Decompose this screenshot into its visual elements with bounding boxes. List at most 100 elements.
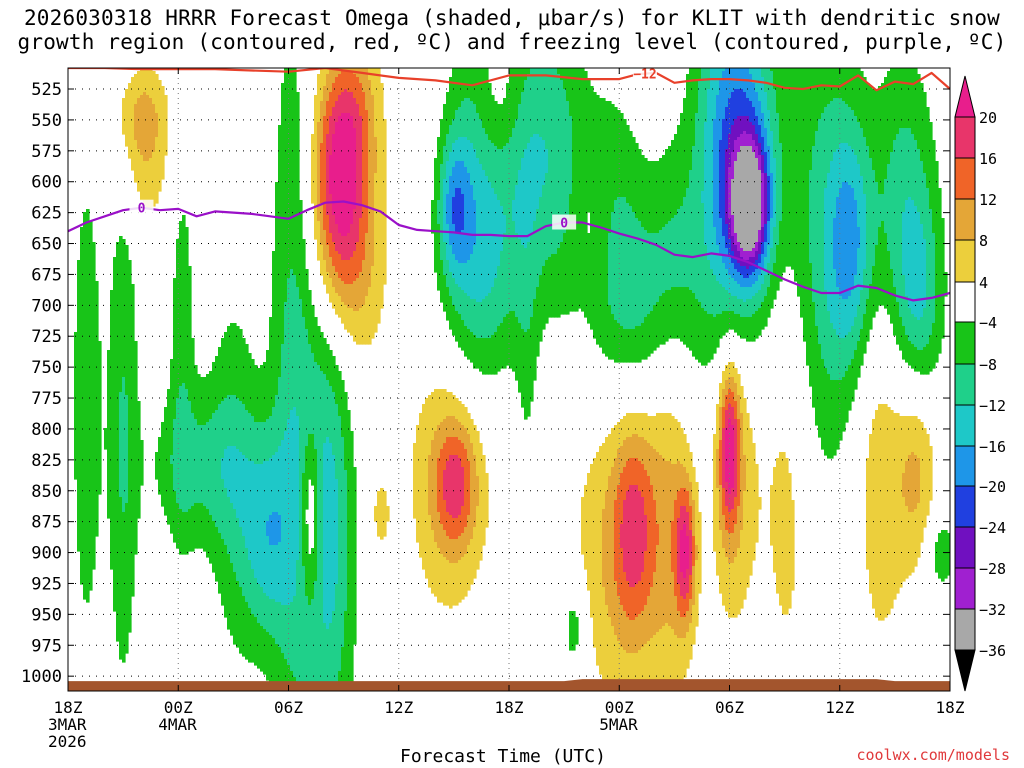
omega-cell bbox=[134, 74, 138, 105]
omega-cell bbox=[788, 68, 792, 267]
omega-cell bbox=[761, 284, 765, 303]
omega-cell bbox=[281, 605, 285, 654]
omega-cell bbox=[320, 101, 324, 144]
omega-cell bbox=[734, 281, 738, 297]
omega-cell bbox=[737, 419, 741, 507]
omega-cell bbox=[119, 236, 123, 393]
omega-cell bbox=[563, 89, 567, 234]
omega-cell bbox=[473, 104, 477, 150]
omega-cell bbox=[161, 422, 165, 507]
omega-cell bbox=[542, 185, 546, 267]
omega-cell bbox=[536, 287, 540, 357]
omega-cell bbox=[536, 209, 540, 288]
omega-cell bbox=[515, 233, 519, 318]
omega-cell bbox=[779, 68, 783, 144]
omega-cell bbox=[245, 458, 249, 549]
omega-cell bbox=[299, 200, 303, 300]
omega-cell bbox=[278, 602, 282, 648]
omega-cell bbox=[512, 221, 516, 312]
omega-cell bbox=[881, 194, 885, 222]
omega-cell bbox=[620, 647, 624, 691]
omega-cell bbox=[548, 257, 552, 318]
omega-cell bbox=[290, 68, 294, 270]
omega-cell bbox=[752, 272, 756, 285]
omega-cell bbox=[752, 263, 756, 273]
omega-cell bbox=[671, 464, 675, 522]
omega-cell bbox=[443, 275, 447, 312]
omega-cell bbox=[446, 437, 450, 462]
omega-cell bbox=[761, 302, 765, 330]
omega-cell bbox=[314, 581, 318, 691]
omega-cell bbox=[923, 173, 927, 240]
colorbar-swatch bbox=[954, 363, 976, 406]
omega-cell bbox=[329, 233, 333, 258]
omega-cell bbox=[458, 161, 462, 189]
omega-cell bbox=[239, 452, 243, 528]
omega-cell bbox=[890, 410, 894, 609]
omega-cell bbox=[626, 437, 630, 462]
omega-cell bbox=[332, 107, 336, 135]
omega-cell bbox=[503, 317, 507, 369]
omega-cell bbox=[248, 461, 252, 561]
omega-cell bbox=[527, 74, 531, 144]
omega-cell bbox=[191, 413, 195, 507]
omega-cell bbox=[908, 128, 912, 198]
omega-cell bbox=[644, 230, 648, 318]
omega-cell bbox=[149, 98, 153, 159]
omega-cell bbox=[470, 332, 474, 363]
omega-cell bbox=[725, 428, 729, 483]
omega-cell bbox=[686, 593, 690, 612]
omega-cell bbox=[647, 161, 651, 234]
omega-cell bbox=[266, 632, 270, 681]
omega-cell bbox=[335, 584, 339, 690]
omega-cell bbox=[323, 116, 327, 231]
omega-cell bbox=[911, 200, 915, 315]
omega-cell bbox=[572, 68, 576, 312]
x-tick-label: 18Z bbox=[495, 698, 524, 717]
credit-link[interactable]: coolwx.com/models bbox=[856, 746, 1010, 764]
omega-cell bbox=[629, 620, 633, 654]
omega-cell bbox=[662, 458, 666, 627]
omega-cell bbox=[935, 161, 939, 363]
omega-cell bbox=[140, 95, 144, 156]
omega-cell bbox=[830, 323, 834, 381]
omega-cell bbox=[485, 473, 489, 528]
omega-cell bbox=[896, 68, 900, 135]
omega-cell bbox=[614, 581, 618, 636]
omega-cell bbox=[362, 260, 366, 306]
omega-cell bbox=[545, 260, 549, 324]
omega-cell bbox=[560, 68, 564, 81]
omega-cell bbox=[278, 377, 282, 447]
omega-cell bbox=[263, 629, 267, 675]
omega-cell bbox=[224, 332, 228, 399]
omega-cell bbox=[923, 92, 927, 174]
omega-cell bbox=[350, 431, 354, 690]
omega-cell bbox=[743, 116, 747, 132]
omega-cell bbox=[647, 416, 651, 444]
colorbar-label: −4 bbox=[979, 314, 997, 332]
omega-cell bbox=[719, 383, 723, 408]
omega-cell bbox=[269, 599, 273, 636]
omega-cell bbox=[281, 653, 285, 691]
omega-cell bbox=[686, 443, 690, 474]
omega-cell bbox=[914, 140, 918, 207]
omega-cell bbox=[686, 512, 690, 537]
omega-cell bbox=[458, 560, 462, 603]
omega-cell bbox=[905, 68, 909, 129]
omega-cell bbox=[239, 401, 243, 453]
omega-cell bbox=[326, 437, 330, 630]
omega-cell bbox=[737, 242, 741, 252]
omega-cell bbox=[749, 428, 753, 576]
omega-cell bbox=[740, 266, 744, 276]
omega-cell bbox=[683, 197, 687, 288]
omega-cell bbox=[914, 317, 918, 348]
omega-cell bbox=[614, 458, 618, 501]
omega-cell bbox=[686, 473, 690, 492]
omega-cell bbox=[620, 473, 624, 525]
omega-cell bbox=[440, 422, 444, 450]
omega-cell bbox=[617, 323, 621, 363]
omega-cell bbox=[926, 107, 930, 189]
omega-cell bbox=[635, 413, 639, 435]
omega-cell bbox=[614, 107, 618, 201]
omega-cell bbox=[728, 275, 732, 294]
